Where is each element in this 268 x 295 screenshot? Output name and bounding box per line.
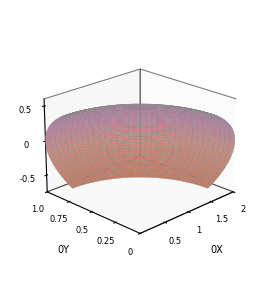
Y-axis label: 0Y: 0Y xyxy=(58,245,69,255)
X-axis label: 0X: 0X xyxy=(210,245,223,255)
